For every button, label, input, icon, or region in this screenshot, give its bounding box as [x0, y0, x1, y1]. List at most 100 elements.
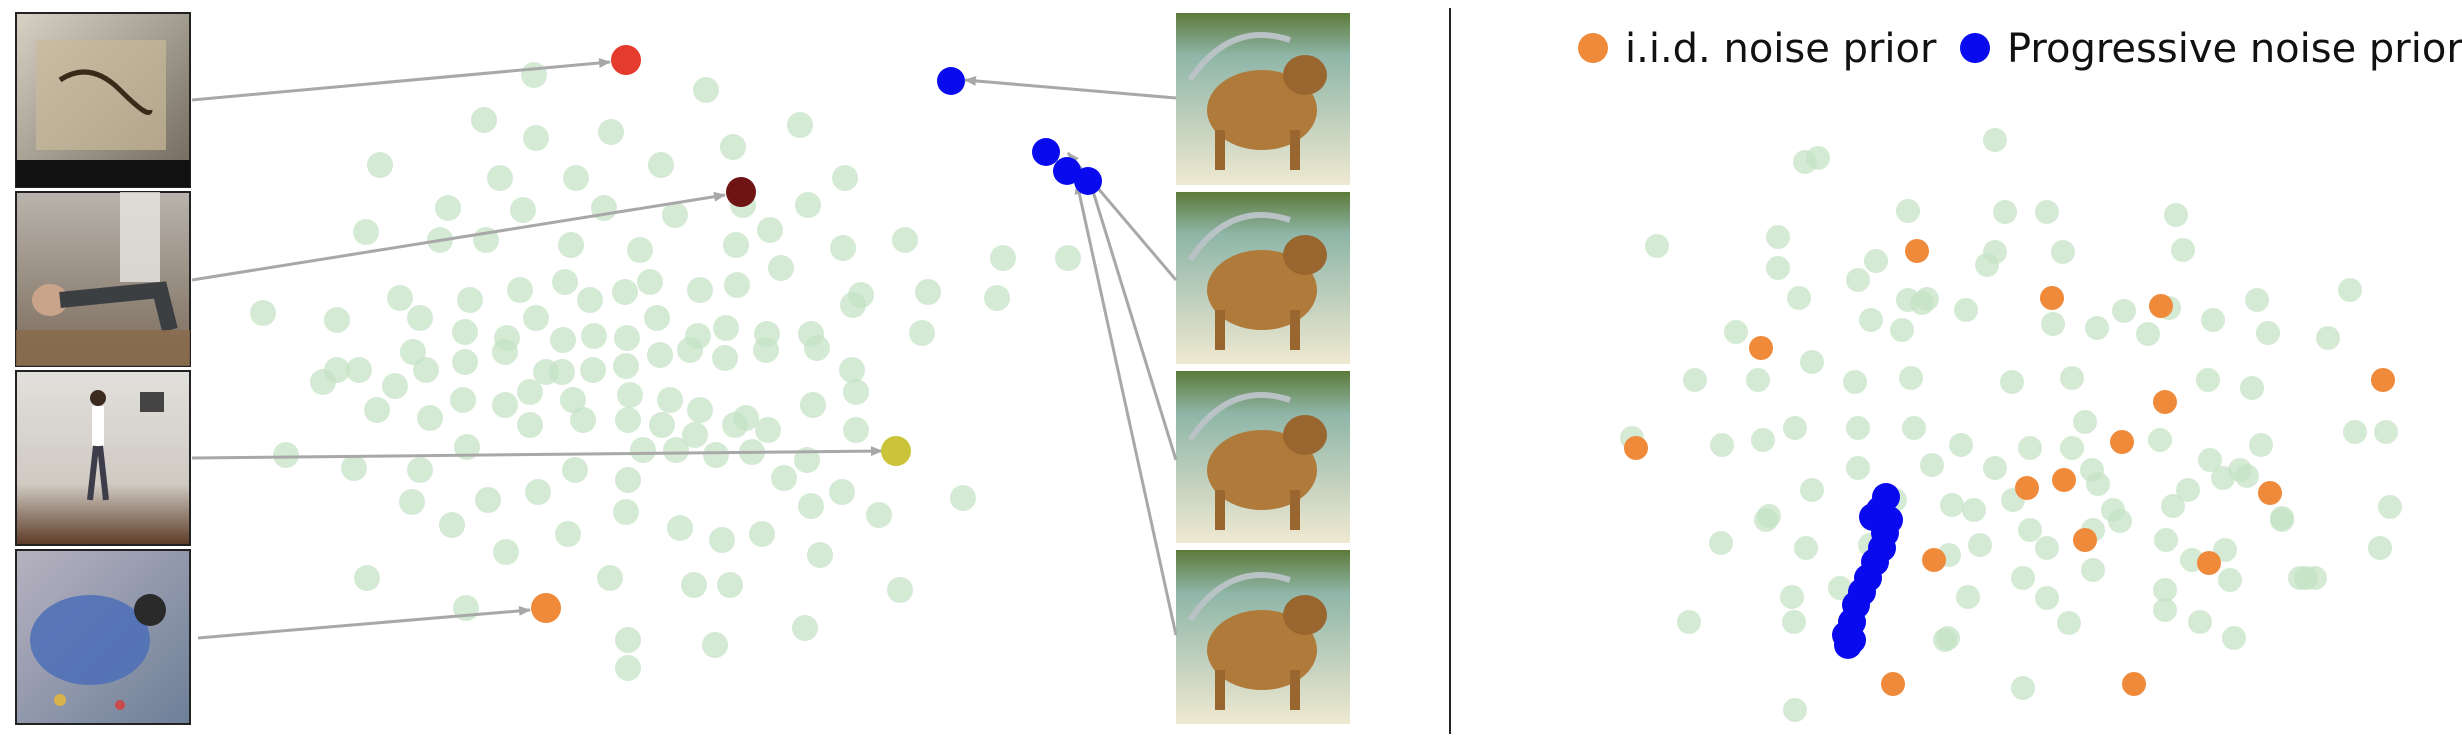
- embedding-dot: [1940, 493, 1964, 517]
- embedding-dot: [310, 369, 336, 395]
- embedding-dot: [1780, 585, 1804, 609]
- embedding-dot: [387, 285, 413, 311]
- embedding-dot: [523, 305, 549, 331]
- embedding-dot: [598, 119, 624, 145]
- embedding-dot: [1859, 308, 1883, 332]
- progressive-noise-points: [1832, 483, 1903, 659]
- embedding-dot: [709, 527, 735, 553]
- embedding-dot: [627, 237, 653, 263]
- embedding-dot: [354, 565, 380, 591]
- embedding-dot: [840, 292, 866, 318]
- embedding-dot: [1910, 291, 1934, 315]
- embedding-dot: [1896, 199, 1920, 223]
- thumbnail-dog-frame-2: [1176, 192, 1350, 364]
- embedding-dot: [2161, 494, 2185, 518]
- thumbnail-woodburning: [15, 12, 191, 188]
- thumbnail-pushup: [15, 191, 191, 367]
- iid-point: [2258, 481, 2282, 505]
- embedding-dot: [2196, 368, 2220, 392]
- embedding-dot: [1846, 456, 1870, 480]
- point-dog-3: [1053, 157, 1081, 185]
- iid-point: [2153, 390, 2177, 414]
- embedding-dot: [364, 397, 390, 423]
- highlighted-points: [531, 45, 1102, 623]
- embedding-dot: [1800, 478, 1824, 502]
- embedding-dot: [829, 479, 855, 505]
- embedding-dot: [1783, 416, 1807, 440]
- embedding-dot: [1846, 416, 1870, 440]
- embedding-dot: [2153, 578, 2177, 602]
- embedding-dot: [577, 287, 603, 313]
- embedding-dot: [687, 397, 713, 423]
- embedding-dot: [613, 499, 639, 525]
- embedding-dot: [722, 412, 748, 438]
- embedding-dot: [1899, 366, 1923, 390]
- embedding-dot: [2164, 203, 2188, 227]
- embedding-dot: [2240, 376, 2264, 400]
- embedding-dot: [2108, 509, 2132, 533]
- embedding-dot: [648, 152, 674, 178]
- point-dog-4: [1074, 167, 1102, 195]
- embedding-dot: [649, 412, 675, 438]
- embedding-dot: [475, 487, 501, 513]
- embedding-dot: [2256, 321, 2280, 345]
- embedding-dot: [662, 202, 688, 228]
- embedding-dot: [1645, 234, 1669, 258]
- embedding-dot: [804, 335, 830, 361]
- embedding-dot: [597, 565, 623, 591]
- embedding-dot: [324, 307, 350, 333]
- embedding-dot: [2303, 566, 2327, 590]
- embedding-dot: [915, 279, 941, 305]
- embedding-dot: [2085, 316, 2109, 340]
- embedding-dot: [798, 493, 824, 519]
- embedding-dot: [2148, 428, 2172, 452]
- embedding-dot: [1864, 249, 1888, 273]
- embedding-dot: [2245, 288, 2269, 312]
- embedding-dot: [950, 485, 976, 511]
- embedding-dot: [1746, 368, 1770, 392]
- embedding-dot: [1828, 576, 1852, 600]
- embedding-dot: [677, 337, 703, 363]
- legend-iid-label: i.i.d. noise prior: [1625, 26, 1937, 72]
- thumbnail-dog-frame-1: [1176, 13, 1350, 185]
- point-child-painting: [531, 593, 561, 623]
- embedding-dot: [2201, 308, 2225, 332]
- arrows: [191, 58, 1178, 640]
- embedding-dot: [452, 349, 478, 375]
- embedding-dot: [492, 392, 518, 418]
- iid-point: [2371, 368, 2395, 392]
- embedding-dot: [2035, 586, 2059, 610]
- iid-point: [1749, 336, 1773, 360]
- embedding-dot: [713, 315, 739, 341]
- iid-point: [2052, 468, 2076, 492]
- embedding-dot: [1787, 286, 1811, 310]
- iid-point: [2122, 672, 2146, 696]
- embedding-dot: [2378, 495, 2402, 519]
- embedding-dot: [2080, 458, 2104, 482]
- iid-point: [1624, 436, 1648, 460]
- embedding-dot: [807, 542, 833, 568]
- embedding-dot: [753, 337, 779, 363]
- arrow-woodburning: [191, 58, 611, 102]
- embedding-dot: [1843, 370, 1867, 394]
- embedding-dot: [2316, 326, 2340, 350]
- embedding-dot: [712, 345, 738, 371]
- embedding-dot: [990, 245, 1016, 271]
- embedding-dot: [687, 277, 713, 303]
- embedding-dot: [2171, 238, 2195, 262]
- embedding-dot: [517, 379, 543, 405]
- embedding-dot: [1902, 416, 1926, 440]
- embedding-dot: [555, 521, 581, 547]
- embedding-dot: [1920, 453, 1944, 477]
- embedding-dot: [682, 422, 708, 448]
- embedding-dot: [2188, 610, 2212, 634]
- embedding-dot: [2338, 278, 2362, 302]
- embedding-dot: [2343, 420, 2367, 444]
- embedding-dot: [552, 269, 578, 295]
- embedding-dot: [2154, 528, 2178, 552]
- embedding-dot: [614, 325, 640, 351]
- embedding-dot: [2073, 410, 2097, 434]
- embedding-dot: [507, 277, 533, 303]
- arrow-dancer: [191, 446, 883, 460]
